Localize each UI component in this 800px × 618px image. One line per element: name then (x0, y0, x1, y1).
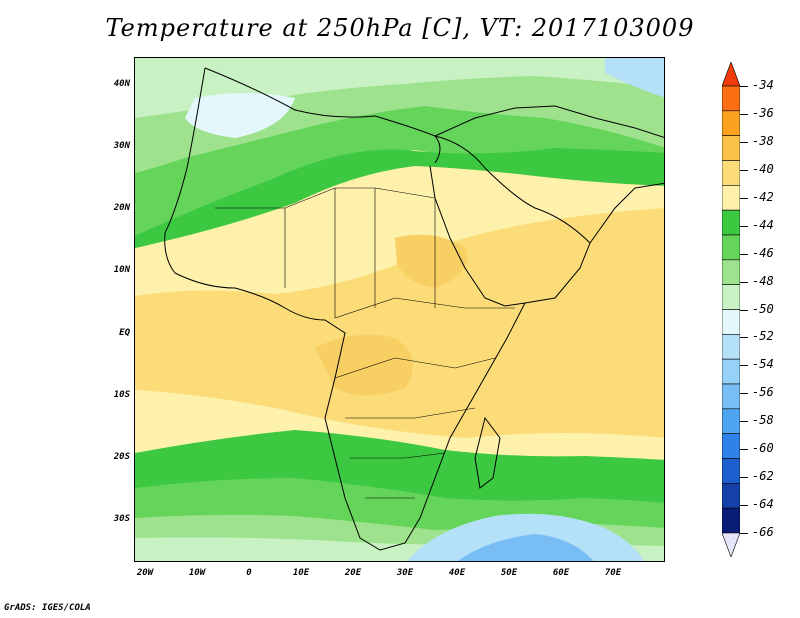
colorbar-label: -64 (752, 497, 774, 511)
colorbar-swatch (722, 284, 740, 310)
country-borders (215, 187, 515, 499)
colorbar-tick (740, 282, 748, 283)
x-tick-label: 70E (604, 568, 622, 578)
y-tick-label: 40N (113, 79, 130, 89)
colorbar-top-triangle (722, 62, 740, 87)
colorbar-label: -60 (752, 441, 774, 455)
colorbar-tick (740, 254, 748, 255)
colorbar-tick (740, 449, 748, 450)
map-field-svg (135, 58, 664, 561)
colorbar-tick (740, 310, 748, 311)
x-tick-label: 10E (292, 568, 310, 578)
colorbar-tick (740, 505, 748, 506)
colorbar-swatch (722, 110, 740, 136)
field-north-pale (135, 58, 664, 118)
colorbar-label: -48 (752, 274, 774, 288)
field-north-darkgreen (135, 148, 664, 248)
colorbar-tick (740, 421, 748, 422)
colorbar-label: -56 (752, 385, 774, 399)
x-tick-label: 0 (246, 568, 252, 578)
colorbar-label: -52 (752, 329, 774, 343)
x-tick-label: 20E (344, 568, 362, 578)
colorbar-swatch (722, 507, 740, 534)
colorbar-tick (740, 393, 748, 394)
colorbar-tick (740, 337, 748, 338)
coastlines (164, 67, 664, 551)
temperature-map (134, 57, 665, 562)
colorbar-tick (740, 533, 748, 534)
field-warm-core (315, 334, 413, 396)
colorbar-swatch (722, 458, 740, 484)
colorbar-swatch (722, 85, 740, 112)
colorbar-label: -54 (752, 357, 774, 371)
colorbar-tick (740, 198, 748, 199)
colorbar-tick (740, 477, 748, 478)
x-tick-label: 20W (136, 568, 154, 578)
colorbar-label: -62 (752, 469, 774, 483)
y-tick-label: EQ (119, 328, 130, 338)
colorbar-swatch (722, 433, 740, 459)
field-north-cool-patch (185, 93, 295, 138)
colorbar-label: -42 (752, 190, 774, 204)
colorbar-tick (740, 365, 748, 366)
colorbar-label: -44 (752, 218, 774, 232)
y-tick-label: 30S (113, 514, 130, 524)
field-warm-tropics (135, 208, 664, 438)
colorbar-swatch (722, 358, 740, 385)
colorbar-swatch (722, 383, 740, 410)
footer-credit: GrADS: IGES/COLA (4, 603, 91, 613)
madagascar-outline (474, 416, 501, 489)
colorbar-swatch (722, 135, 740, 161)
y-tick-label: 10S (113, 390, 130, 400)
colorbar-tick (740, 226, 748, 227)
colorbar-tick (740, 86, 748, 87)
colorbar-swatch (722, 408, 740, 434)
y-tick-label: 20N (113, 203, 130, 213)
y-tick-label: 20S (113, 452, 130, 462)
colorbar-bottom-triangle (722, 532, 740, 557)
colorbar-swatch (722, 160, 740, 186)
colorbar-swatch (722, 234, 740, 261)
colorbar-label: -34 (752, 78, 774, 92)
colorbar (722, 62, 740, 557)
colorbar-label: -40 (752, 162, 774, 176)
colorbar-swatch (722, 334, 740, 360)
x-tick-label: 30E (396, 568, 414, 578)
colorbar-swatch (722, 259, 740, 285)
colorbar-swatch (722, 483, 740, 509)
colorbar-label: -58 (752, 413, 774, 427)
y-tick-label: 10N (113, 265, 130, 275)
colorbar-swatch (722, 309, 740, 335)
y-tick-label: 30N (113, 141, 130, 151)
colorbar-label: -50 (752, 302, 774, 316)
x-tick-label: 10W (188, 568, 206, 578)
colorbar-label: -38 (752, 134, 774, 148)
colorbar-swatch (722, 209, 740, 236)
colorbar-label: -36 (752, 106, 774, 120)
colorbar-swatch (722, 185, 740, 211)
x-tick-label: 40E (448, 568, 466, 578)
colorbar-label: -66 (752, 525, 774, 539)
colorbar-label: -46 (752, 246, 774, 260)
x-tick-label: 50E (500, 568, 518, 578)
colorbar-tick (740, 114, 748, 115)
colorbar-tick (740, 142, 748, 143)
colorbar-tick (740, 170, 748, 171)
field-warm-core-2 (395, 234, 467, 288)
map-title: Temperature at 250hPa [C], VT: 201710300… (105, 14, 695, 42)
x-tick-label: 60E (552, 568, 570, 578)
field-south-blue-core (457, 534, 594, 561)
field-northeast-blue (605, 58, 664, 98)
